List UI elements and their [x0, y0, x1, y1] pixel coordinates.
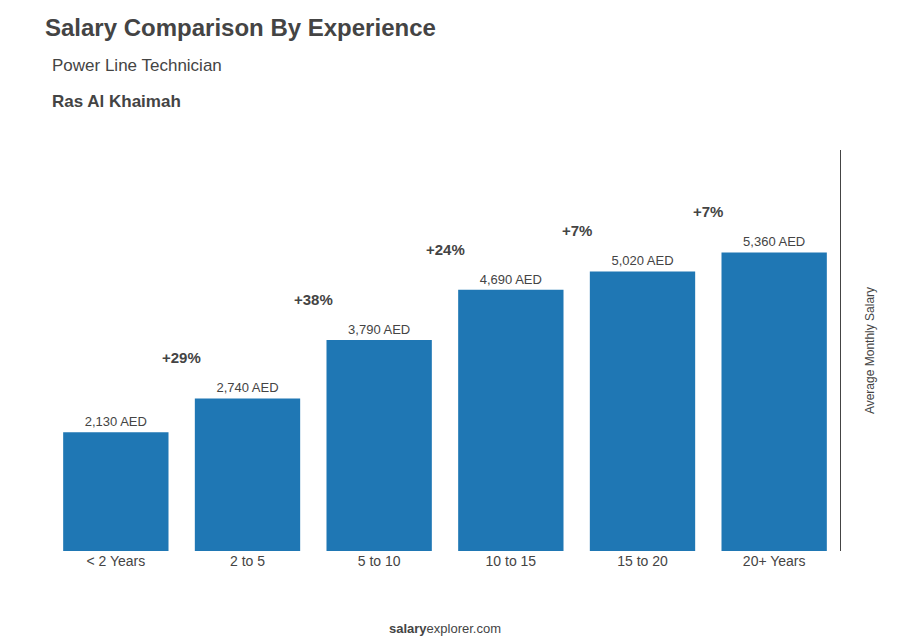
svg-text:+38%: +38% — [294, 291, 333, 308]
svg-text:Power Line Technician: Power Line Technician — [52, 56, 222, 75]
svg-text:20+ Years: 20+ Years — [743, 553, 806, 569]
svg-text:2 to 5: 2 to 5 — [230, 553, 265, 569]
svg-text:10 to 15: 10 to 15 — [486, 553, 537, 569]
svg-text:+24%: +24% — [426, 241, 465, 258]
svg-text:5,360 AED: 5,360 AED — [743, 234, 805, 249]
svg-text:2,740 AED: 2,740 AED — [216, 380, 278, 395]
svg-text:5,020 AED: 5,020 AED — [611, 253, 673, 268]
svg-text:Salary Comparison By Experienc: Salary Comparison By Experience — [45, 14, 436, 41]
svg-text:3,790 AED: 3,790 AED — [348, 322, 410, 337]
svg-text:+29%: +29% — [162, 349, 201, 366]
svg-text:2,130 AED: 2,130 AED — [85, 414, 147, 429]
svg-text:4,690 AED: 4,690 AED — [480, 272, 542, 287]
svg-text:5 to 10: 5 to 10 — [358, 553, 401, 569]
svg-text:15 to 20: 15 to 20 — [617, 553, 668, 569]
svg-text:+7%: +7% — [562, 222, 592, 239]
svg-text:< 2 Years: < 2 Years — [86, 553, 145, 569]
svg-text:+7%: +7% — [693, 203, 723, 220]
svg-text:Ras Al Khaimah: Ras Al Khaimah — [52, 92, 181, 111]
svg-text:Average Monthly Salary: Average Monthly Salary — [863, 287, 877, 414]
svg-text:salaryexplorer.com: salaryexplorer.com — [389, 621, 501, 636]
